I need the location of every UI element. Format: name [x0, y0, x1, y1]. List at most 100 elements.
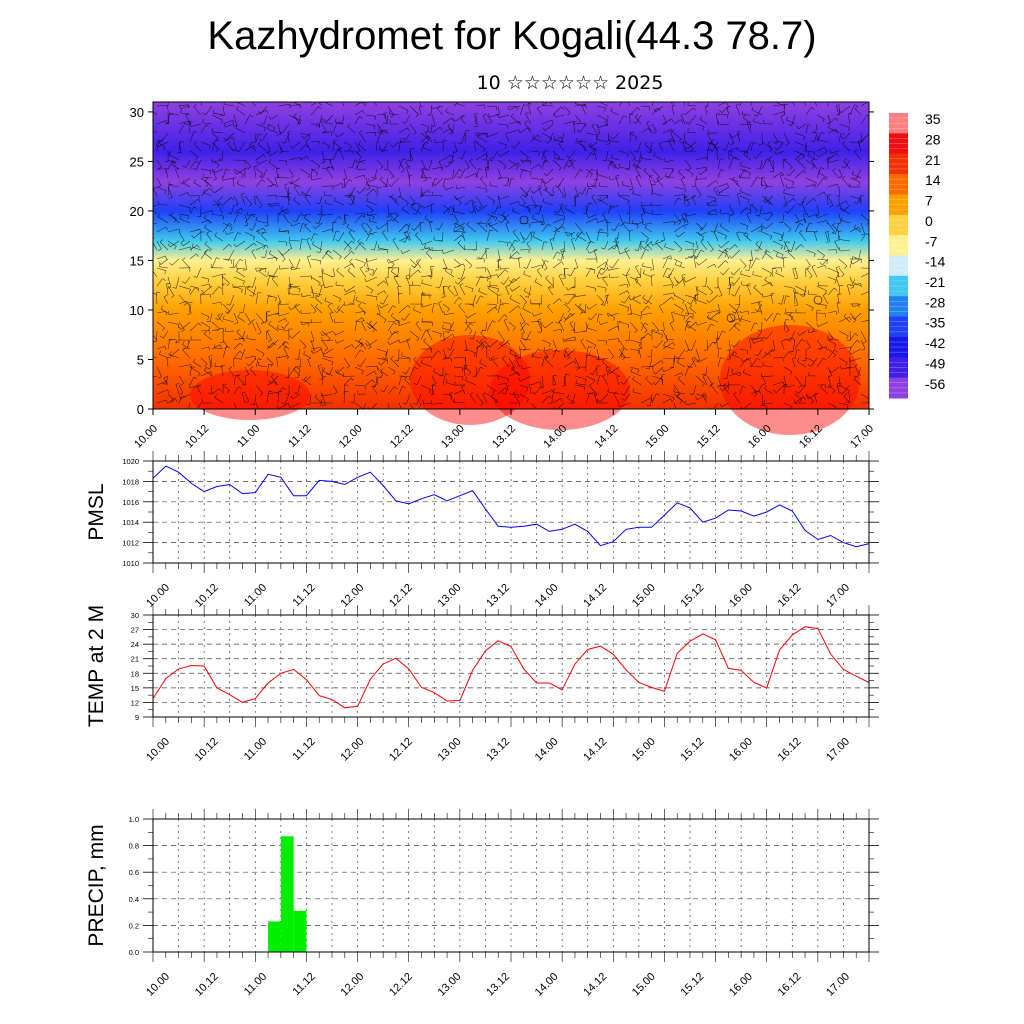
x-tick-label: 12.00 — [338, 582, 366, 610]
y-tick-label: 0.4 — [129, 895, 139, 904]
y-tick-label: 0.6 — [129, 868, 139, 877]
x-tick-label: 14.12 — [581, 582, 609, 610]
y-tick-label: 5 — [137, 352, 144, 367]
x-tick-label: 13.00 — [436, 736, 464, 764]
y-tick-label: 1016 — [122, 498, 139, 507]
x-tick-label: 11.12 — [290, 736, 317, 763]
colorbar-label: 0 — [925, 213, 933, 229]
x-tick-label: 13.12 — [484, 582, 512, 610]
x-tick-label: 13.12 — [484, 971, 512, 999]
x-tick-label: 14.00 — [533, 971, 561, 999]
x-tick-label: 11.00 — [235, 423, 262, 450]
x-tick-label: 15.12 — [678, 971, 706, 999]
colorbar-label: -42 — [925, 335, 945, 351]
colorbar-label: -21 — [925, 274, 945, 290]
x-tick-label: 10.00 — [132, 423, 160, 451]
data-line — [152, 626, 870, 709]
x-tick-label: 13.12 — [484, 736, 512, 764]
x-tick-label: 10.12 — [183, 423, 211, 451]
chart-title: Kazhydromet for Kogali(44.3 78.7) — [207, 14, 817, 58]
y-tick-label: 20 — [130, 204, 144, 219]
y-tick-label: 21 — [131, 655, 139, 664]
y-tick-label: 1012 — [122, 539, 139, 548]
x-tick-label: 11.12 — [290, 971, 317, 998]
colorbar-label: -28 — [925, 294, 945, 310]
colorbar-swatch — [889, 357, 908, 379]
y-tick-label: 0.8 — [129, 842, 139, 851]
x-tick-label: 11.00 — [242, 971, 269, 998]
colorbar-swatch — [889, 153, 908, 175]
y-axis-label: PRECIP, mm — [85, 824, 108, 946]
colorbar-swatch — [889, 296, 908, 318]
colorbar-label: -49 — [925, 355, 945, 371]
x-tick-label: 12.12 — [388, 423, 416, 451]
colorbar-swatch — [889, 377, 908, 399]
vertical-section-panel: 0 5 10 15 20 25 30 10.00 10.12 11.00 11.12 12.00 12.… — [130, 101, 876, 451]
colorbar-swatch — [889, 316, 908, 338]
y-axis-label: PMSL — [85, 483, 108, 540]
x-tick-label: 15.00 — [644, 423, 672, 451]
y-tick-label: 1018 — [122, 477, 139, 486]
x-tick-label: 15.00 — [630, 736, 658, 764]
y-tick-label: 0 — [137, 402, 144, 417]
y-tick-label: 15 — [130, 253, 144, 268]
y-tick-label: 0.0 — [129, 948, 139, 957]
y-tick-label: 25 — [130, 154, 144, 169]
temperature-colorbar: 35 28 21 14 7 0 -7 -14 -21 -28 -35 -42 -49 -56 — [889, 111, 945, 399]
y-tick-label: 1.0 — [129, 815, 139, 824]
x-tick-label: 10.12 — [193, 582, 221, 610]
x-tick-label: 13.12 — [490, 423, 518, 451]
x-tick-label: 15.00 — [630, 582, 658, 610]
x-tick-label: 13.00 — [436, 582, 464, 610]
x-tick-label: 12.12 — [387, 582, 415, 610]
x-tick-label: 11.12 — [290, 582, 317, 609]
precip-bar — [268, 921, 281, 952]
colorbar-label: -56 — [925, 376, 945, 392]
y-tick-label: 24 — [131, 640, 139, 649]
x-tick-label: 11.12 — [286, 423, 313, 450]
y-axis-label: TEMP at 2 M — [85, 605, 108, 727]
x-tick-label: 17.00 — [824, 582, 852, 610]
y-tick-label: 27 — [131, 626, 139, 635]
colorbar-swatch — [889, 336, 908, 358]
colorbar-label: 21 — [925, 152, 941, 168]
x-tick-label: 16.12 — [776, 736, 804, 764]
warm-region — [490, 350, 630, 430]
y-tick-label: 1020 — [122, 457, 139, 466]
y-tick-label: 1014 — [122, 518, 139, 527]
x-tick-label: 14.12 — [592, 423, 620, 451]
x-tick-label: 16.00 — [727, 736, 755, 764]
y-tick-label: 18 — [131, 669, 139, 678]
pmsl-panel: 1010 1012 1014 1016 1018 1020 10.00 10.12 11.00 1… — [85, 451, 879, 610]
x-tick-label: 12.00 — [338, 736, 366, 764]
x-tick-label: 17.00 — [824, 736, 852, 764]
x-tick-label: 17.00 — [824, 971, 852, 999]
x-tick-label: 13.00 — [436, 971, 464, 999]
x-tick-label: 10.00 — [144, 582, 172, 610]
y-tick-label: 1010 — [122, 559, 139, 568]
warm-region — [410, 335, 530, 425]
y-tick-label: 9 — [135, 713, 139, 722]
colorbar-swatch — [889, 133, 908, 155]
warm-region — [720, 325, 860, 435]
colorbar-label: -14 — [925, 254, 945, 270]
x-tick-label: 13.00 — [439, 423, 467, 451]
precip-bar — [280, 836, 294, 952]
warm-region — [190, 370, 310, 420]
x-tick-label: 16.12 — [776, 971, 804, 999]
colorbar-label: 35 — [925, 111, 941, 127]
y-tick-label: 30 — [130, 105, 144, 120]
x-tick-label: 10.12 — [193, 736, 221, 764]
colorbar-swatch — [889, 235, 908, 256]
colorbar-swatch — [889, 214, 908, 236]
x-tick-label: 15.12 — [695, 423, 723, 451]
x-tick-label: 14.12 — [581, 736, 609, 764]
x-tick-label: 15.12 — [678, 736, 706, 764]
x-tick-label: 16.00 — [727, 582, 755, 610]
colorbar-label: -7 — [925, 233, 938, 249]
y-tick-label: 0.2 — [129, 921, 139, 930]
colorbar-label: 14 — [925, 172, 941, 188]
x-tick-label: 16.00 — [727, 971, 755, 999]
colorbar-swatch — [889, 194, 908, 216]
